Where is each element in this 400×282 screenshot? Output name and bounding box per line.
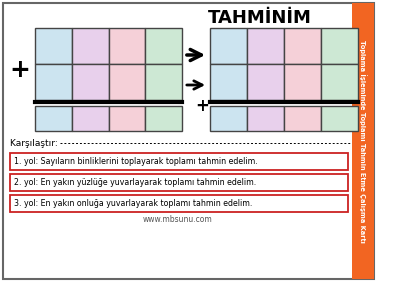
Text: www.mbsunu.com: www.mbsunu.com <box>143 215 212 224</box>
Text: 1. yol: Sayıların binliklerini toplayarak toplamı tahmin edelim.: 1. yol: Sayıların binliklerini toplayara… <box>14 157 258 166</box>
Bar <box>321 64 358 100</box>
Bar <box>72 28 108 64</box>
Bar <box>284 106 321 131</box>
Bar <box>321 28 358 64</box>
Bar <box>284 64 321 100</box>
Bar <box>145 28 182 64</box>
Bar <box>247 28 284 64</box>
Bar <box>247 106 284 131</box>
Text: 2. yol: En yakın yüzlüğe yuvarlayarak toplamı tahmin edelim.: 2. yol: En yakın yüzlüğe yuvarlayarak to… <box>14 178 256 187</box>
Bar <box>10 195 348 212</box>
Bar <box>145 106 182 131</box>
Bar <box>210 64 247 100</box>
Bar <box>247 64 284 100</box>
Bar <box>35 106 72 131</box>
Text: 3. yol: En yakın onluğa yuvarlayarak toplamı tahmin edelim.: 3. yol: En yakın onluğa yuvarlayarak top… <box>14 199 252 208</box>
Text: Karşılaştır:: Karşılaştır: <box>10 138 61 147</box>
Bar <box>145 64 182 100</box>
Bar <box>35 64 72 100</box>
Bar <box>321 106 358 131</box>
Bar <box>10 174 348 191</box>
Bar <box>35 28 72 64</box>
Bar <box>108 106 145 131</box>
Bar <box>352 3 374 279</box>
Bar <box>108 64 145 100</box>
Bar <box>210 106 247 131</box>
Text: +: + <box>195 97 209 115</box>
Bar <box>10 153 348 170</box>
Bar <box>72 64 108 100</box>
Bar <box>210 28 247 64</box>
Text: TAHMİNİM: TAHMİNİM <box>208 9 312 27</box>
Bar <box>108 28 145 64</box>
Bar <box>72 106 108 131</box>
Text: Toplama İşleminde Toplamı Tahmin Etme Çalışma Kartı: Toplama İşleminde Toplamı Tahmin Etme Ça… <box>359 39 367 243</box>
Bar <box>284 28 321 64</box>
Text: +: + <box>10 58 30 82</box>
